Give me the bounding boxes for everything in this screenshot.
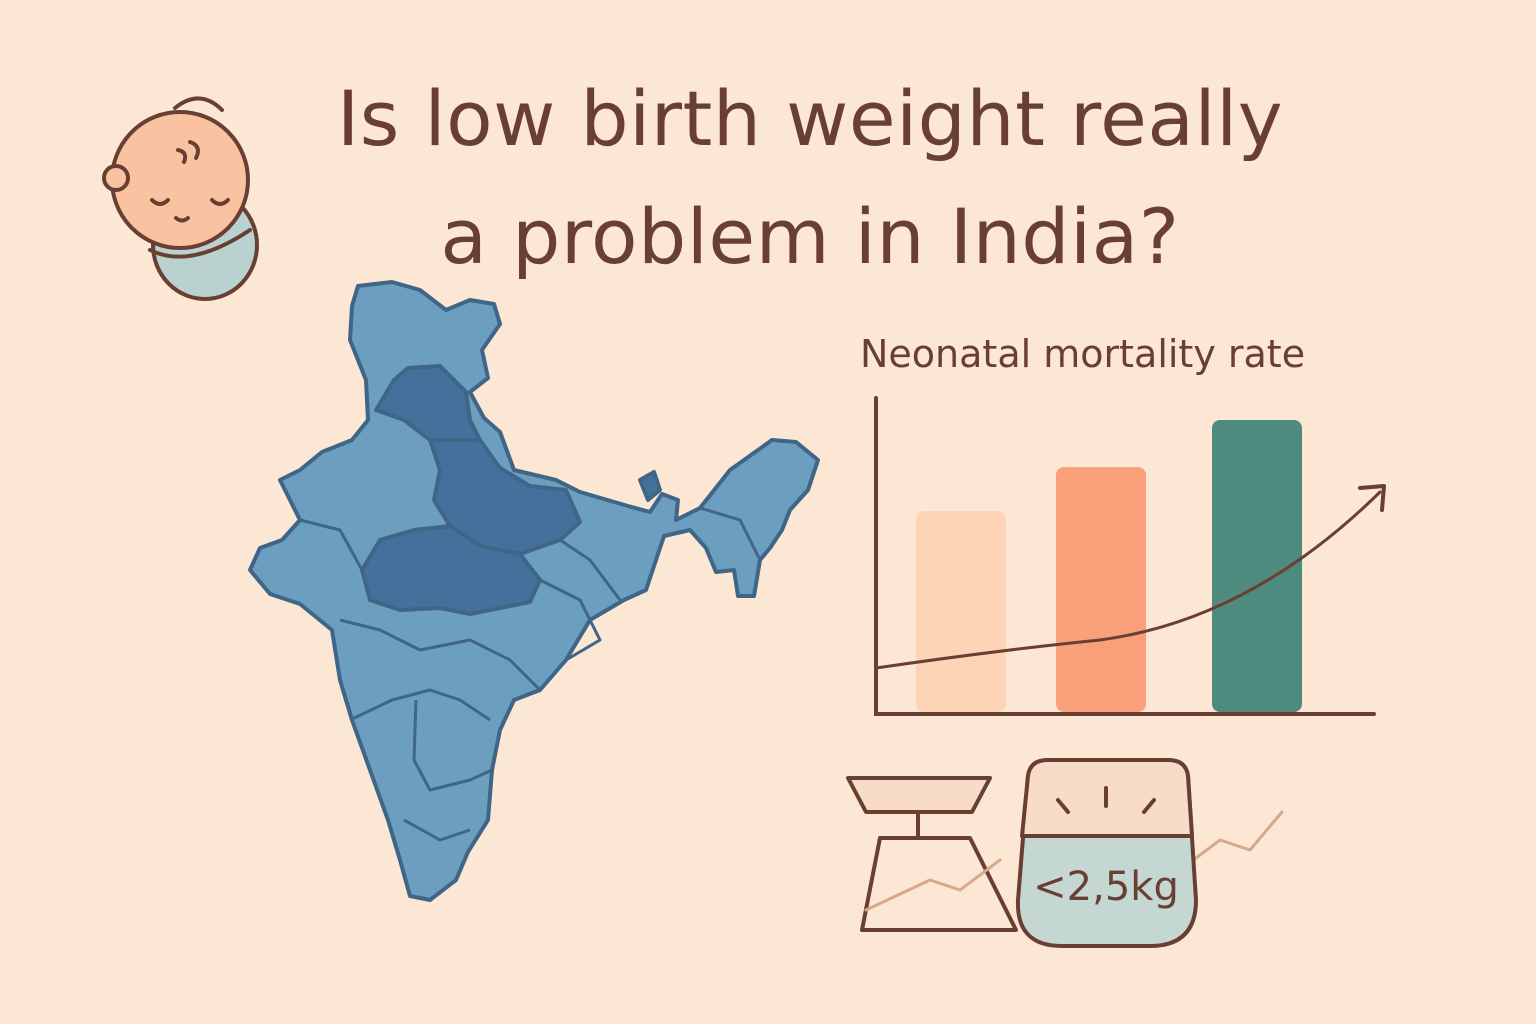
title-line-2: a problem in India? <box>440 192 1180 281</box>
trend-arrow-head <box>1358 484 1386 512</box>
chart-bar-2 <box>1056 467 1146 712</box>
scale-growth-line-2 <box>1178 810 1284 872</box>
chart-axes <box>874 396 1376 716</box>
chart-bar-3 <box>1212 419 1302 712</box>
scale-weight-label: <2,5kg <box>1033 864 1179 910</box>
scale-growth-line <box>864 858 1002 912</box>
india-map-icon <box>248 280 820 902</box>
bar-chart <box>874 396 1386 716</box>
trend-line <box>874 490 1382 670</box>
scale-bowl <box>846 776 992 814</box>
chart-bar-1 <box>916 511 1006 712</box>
page-title: Is low birth weight really a problem in … <box>250 60 1370 296</box>
sleeping-baby-icon <box>102 96 259 301</box>
chart-title: Neonatal mortality rate <box>860 332 1306 376</box>
india-state-borders <box>299 506 762 842</box>
india-highlight-mp <box>360 524 542 616</box>
title-line-1: Is low birth weight really <box>336 74 1284 163</box>
india-highlight-east <box>638 470 662 502</box>
weighing-scale-icon: <2,5kg <box>846 758 1284 948</box>
